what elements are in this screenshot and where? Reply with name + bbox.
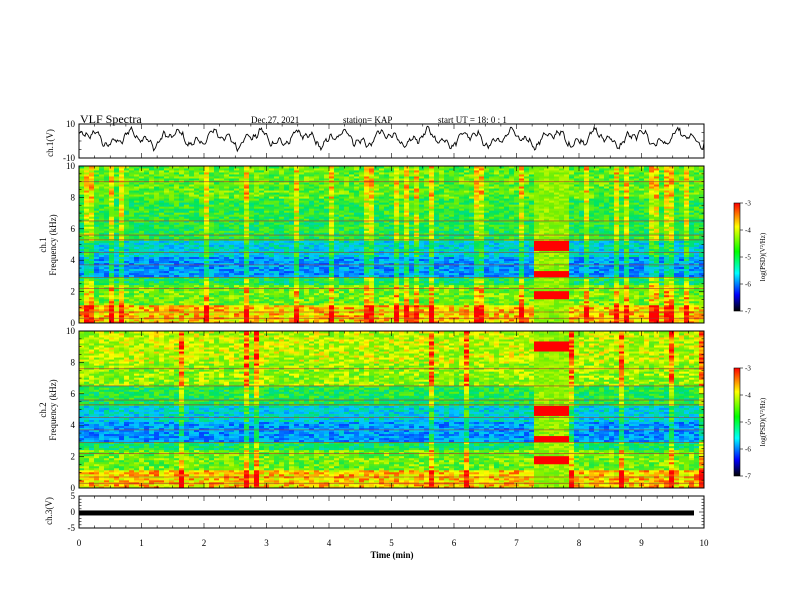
x-axis-title: Time (min) [370,550,413,560]
ch2-spectrogram-ytick-label: 8 [71,357,76,367]
ch1-spectrogram-ytick-label: 4 [71,255,76,265]
station-label: station= KAP [343,115,392,125]
x-tick-label: 2 [202,538,207,548]
colorbar-tick-label: -3 [745,365,751,373]
colorbar-tick-label: -3 [745,200,751,208]
ch2-spectrogram-ytick-label: 6 [71,389,76,399]
ch1-waveform-line [78,125,705,153]
colorbar-ch1: -3 -4 -5 -6 -7 log(PSD)(V²/Hz) [733,200,767,316]
ch3-ytick-label: -5 [68,523,76,533]
ch1-ytick-label: 10 [66,119,76,129]
colorbar-ch2: -3 -4 -5 -6 -7 log(PSD)(V²/Hz) [733,365,767,481]
ch1-spectrogram-ylabel-line1: ch.1 [38,237,48,252]
ch1-spectrogram-ytick-label: 8 [71,192,76,202]
colorbar-tick-label: -5 [745,254,751,262]
ch1-spectrogram-ylabel-line2: Frequency (kHz) [48,214,58,275]
colorbar-tick-label: -6 [745,446,751,454]
colorbar-tick-label: -5 [745,419,751,427]
ch3-ylabel: ch.3(V) [44,497,54,525]
colorbar-ch2-label: log(PSD)(V²/Hz) [759,397,767,446]
colorbar-ch1-label: log(PSD)(V²/Hz) [759,232,767,281]
colorbar-tick-label: -4 [745,392,751,400]
x-tick-label: 6 [452,538,457,548]
ch2-spectrogram-ytick-label: 10 [66,326,76,336]
start-ut-label: start UT = 18: 0 : 1 [438,115,507,125]
ch1-spectrogram-cells [79,166,705,324]
ch1-waveform-panel: 10-10 [63,119,705,163]
ch2-spectrogram-cells [79,331,705,489]
x-tick-label: 0 [77,538,82,548]
x-tick-label: 10 [700,538,710,548]
ch3-waveform-line [79,510,694,516]
ch3-ytick-label: 0 [71,507,76,517]
ch3-waveform-panel: 50-50 1 2 3 4 5 6 7 8 9 10 [68,491,710,548]
colorbar-tick-label: -6 [745,281,751,289]
ch2-spectrogram-ytick-label: 4 [71,420,76,430]
ch1-spectrogram-ytick-label: 2 [71,287,76,297]
ch2-spectrogram-ylabel-line2: Frequency (kHz) [48,379,58,440]
date-label: Dec.27, 2021 [251,115,299,125]
x-tick-label: 9 [639,538,644,548]
ch1-ylabel: ch.1(V) [45,129,55,157]
figure-title: VLF Spectra [80,112,142,127]
x-tick-label: 3 [264,538,269,548]
ch1-spectrogram-ytick-label: 6 [71,224,76,234]
ch2-spectrogram-ytick-label: 2 [71,452,76,462]
x-tick-label: 7 [514,538,519,548]
x-tick-label: 5 [389,538,394,548]
colorbar-tick-label: -7 [745,308,751,316]
x-tick-label: 1 [139,538,144,548]
x-tick-label: 8 [577,538,582,548]
colorbar-tick-label: -4 [745,227,751,235]
ch2-spectrogram-ylabel-line1: ch.2 [38,402,48,417]
ch1-spectrogram-ytick-label: 10 [66,161,76,171]
ch3-ytick-label: 5 [71,491,76,501]
x-tick-label: 4 [327,538,332,548]
colorbar-tick-label: -7 [745,473,751,481]
